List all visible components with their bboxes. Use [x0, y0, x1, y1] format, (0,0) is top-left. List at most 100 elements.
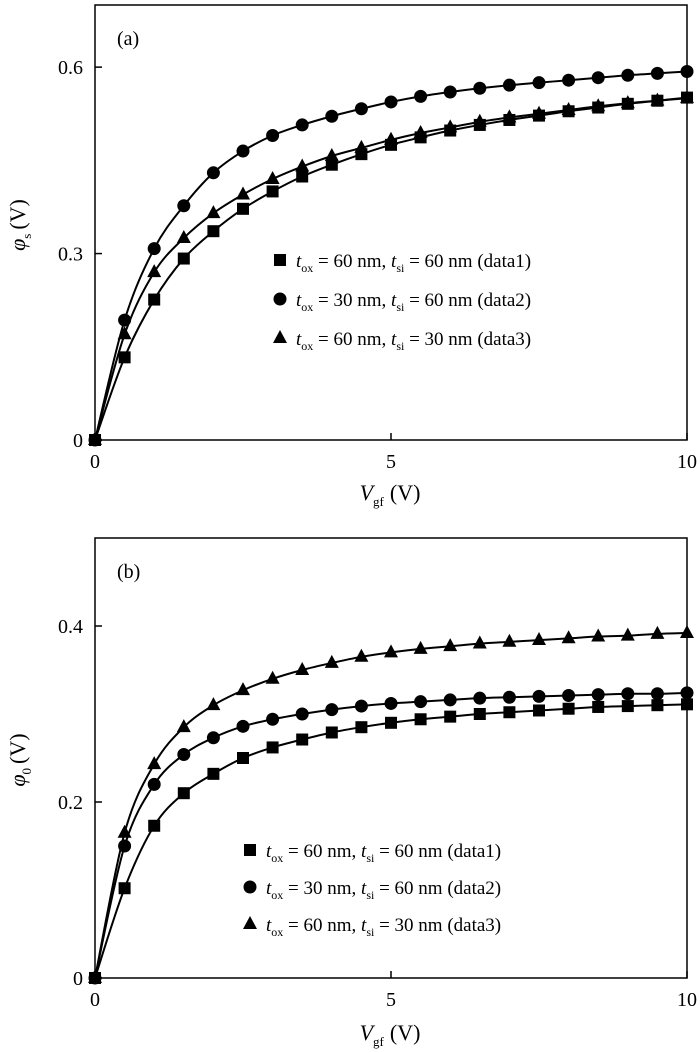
data-point-circle	[236, 144, 250, 158]
y-axis-label: φ0(V)	[5, 733, 34, 786]
legend-marker-circle	[273, 292, 287, 306]
data-point-square	[296, 170, 309, 183]
data-point-square	[621, 700, 634, 713]
data-point-triangle	[206, 205, 221, 219]
legend-marker-square	[244, 844, 256, 856]
data-point-circle	[650, 66, 664, 80]
panel-label: (b)	[117, 561, 140, 583]
series-circle	[88, 64, 694, 447]
data-point-triangle	[206, 697, 221, 711]
data-point-circle	[591, 688, 605, 702]
data-point-circle	[562, 689, 576, 703]
legend-label: tox = 30 nm, tsi = 60 nm (data2)	[266, 878, 501, 902]
data-point-triangle	[265, 670, 280, 684]
series-circle	[88, 686, 694, 985]
data-point-circle	[354, 102, 368, 116]
series-triangle	[88, 90, 694, 445]
data-point-square	[385, 716, 397, 729]
data-point-circle	[177, 199, 191, 213]
data-point-triangle	[620, 95, 635, 109]
x-axis-label: Vgf (V)	[360, 1020, 421, 1049]
data-point-square	[177, 787, 190, 800]
data-point-circle	[680, 686, 694, 700]
data-point-triangle	[443, 638, 458, 652]
data-point-square	[266, 741, 279, 754]
data-point-square	[148, 293, 161, 306]
y-tick-label: 0.4	[58, 616, 83, 638]
data-point-triangle	[561, 630, 576, 644]
data-point-triangle	[324, 654, 339, 668]
data-point-circle	[414, 695, 428, 709]
x-tick-label: 10	[677, 989, 697, 1011]
data-point-circle	[266, 129, 280, 142]
data-point-triangle	[117, 326, 132, 340]
legend-entry: tox = 30 nm, tsi = 60 nm (data2)	[243, 878, 501, 902]
data-point-triangle	[502, 633, 517, 647]
data-point-square	[207, 767, 220, 780]
x-axis-label: Vgf (V)	[360, 480, 421, 509]
plot-frame	[94, 4, 688, 441]
data-point-square	[207, 225, 220, 238]
data-point-circle	[502, 78, 516, 92]
data-point-circle	[414, 89, 428, 103]
y-tick-label: 0.2	[58, 792, 83, 814]
data-point-circle	[384, 696, 398, 710]
legend-label: tox = 30 nm, tsi = 60 nm (data2)	[296, 290, 531, 314]
data-point-triangle	[650, 625, 665, 639]
data-point-circle	[680, 64, 694, 78]
legend-label: tox = 60 nm, tsi = 60 nm (data1)	[296, 251, 531, 275]
data-point-square	[533, 704, 545, 717]
legend-entry: tox = 60 nm, tsi = 30 nm (data3)	[273, 329, 531, 353]
data-point-triangle	[561, 101, 576, 115]
data-point-triangle	[472, 113, 487, 127]
data-point-triangle	[413, 640, 428, 654]
legend-label: tox = 60 nm, tsi = 30 nm (data3)	[266, 915, 501, 939]
data-point-circle	[502, 690, 516, 704]
legend-marker-triangle	[273, 329, 287, 343]
data-point-square	[296, 733, 309, 746]
data-point-triangle	[147, 264, 162, 278]
data-point-circle	[443, 85, 457, 99]
data-point-circle	[354, 699, 368, 713]
legend-entry: tox = 30 nm, tsi = 60 nm (data2)	[273, 290, 531, 314]
y-tick-label: 0	[73, 430, 83, 452]
data-point-triangle	[620, 627, 635, 641]
data-point-triangle	[591, 628, 606, 642]
data-point-circle	[147, 242, 161, 256]
data-point-square	[562, 702, 575, 715]
data-point-triangle	[354, 139, 369, 153]
data-point-triangle	[472, 635, 487, 649]
legend-marker-square	[274, 254, 286, 266]
legend-marker-triangle	[243, 915, 257, 929]
legend-label: tox = 60 nm, tsi = 60 nm (data1)	[266, 841, 501, 865]
data-point-circle	[325, 109, 339, 123]
data-point-circle	[384, 95, 398, 109]
data-point-circle	[295, 707, 309, 721]
data-point-circle	[443, 693, 457, 707]
data-point-circle	[650, 687, 664, 701]
panel-b: 0 5 10 0 0.2 0.4 (b) Vgf (V) φ0(V) tox = 60 nm, ts…	[5, 537, 697, 1049]
panel-a: 0 5 10 0 0.3 0.6 (a) Vgf (V) φs(V) tox = 60 nm, ts…	[5, 4, 697, 509]
panel-label: (a)	[117, 28, 139, 50]
data-point-triangle	[88, 969, 102, 983]
data-point-triangle	[413, 124, 428, 138]
legend-entry: tox = 60 nm, tsi = 60 nm (data1)	[244, 841, 501, 865]
data-point-square	[651, 699, 664, 712]
data-point-circle	[266, 712, 280, 726]
data-point-triangle	[117, 824, 132, 838]
data-point-triangle	[532, 105, 546, 119]
data-point-circle	[206, 166, 220, 180]
data-point-square	[237, 202, 249, 215]
data-point-square	[325, 726, 338, 739]
data-point-triangle	[532, 632, 546, 646]
data-point-circle	[532, 689, 546, 703]
data-point-triangle	[680, 624, 694, 638]
data-point-square	[266, 185, 279, 198]
data-point-circle	[177, 747, 191, 761]
data-point-circle	[236, 719, 250, 733]
x-tick-label: 0	[90, 451, 100, 473]
x-tick-label: 5	[386, 989, 396, 1011]
legend-entry: tox = 60 nm, tsi = 60 nm (data1)	[274, 251, 531, 275]
x-tick-label: 10	[677, 451, 697, 473]
